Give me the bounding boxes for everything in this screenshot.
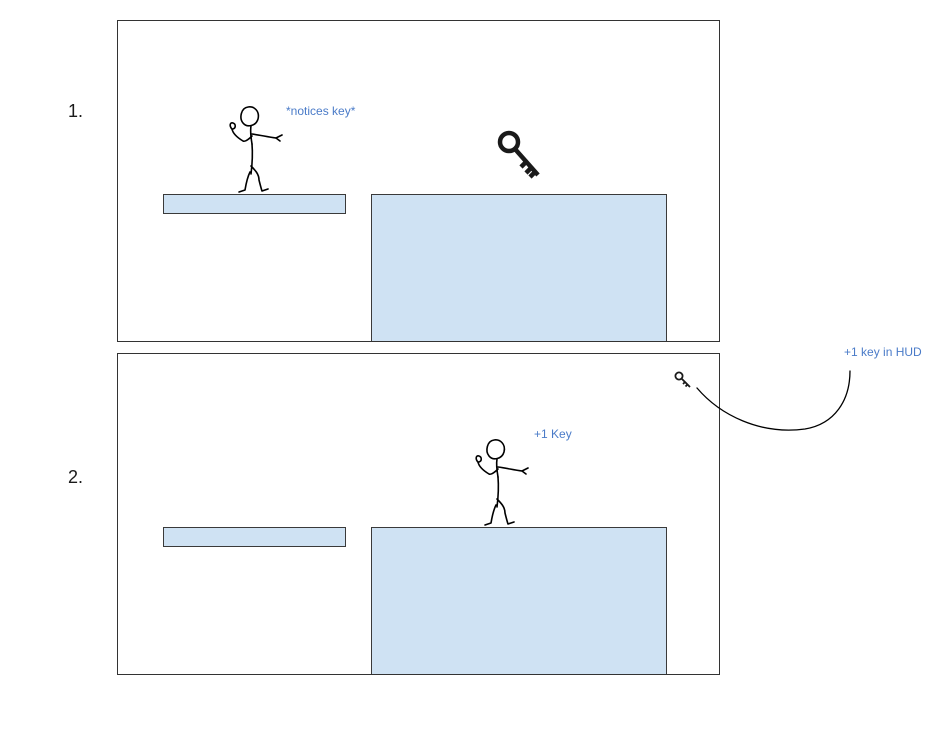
callout-arrow [696, 370, 851, 431]
hud-key-icon [674, 371, 692, 389]
step-label-1: 1. [68, 101, 84, 121]
frame-2-small-platform [163, 527, 346, 547]
step-label-2: 2. [68, 467, 84, 487]
hud-callout-label: +1 key in HUD [844, 345, 922, 359]
frame-2-annotation: +1 Key [534, 427, 572, 441]
frame-1-annotation: *notices key* [286, 104, 356, 118]
frame-2-panel: +1 Key [117, 353, 720, 675]
stick-figure-icon [221, 104, 291, 194]
key-icon [496, 130, 544, 182]
frame-1-large-platform [371, 194, 667, 341]
frame-1-panel: *notices key* [117, 20, 720, 342]
stick-figure-icon [467, 437, 537, 527]
frame-2-large-platform [371, 527, 667, 674]
frame-1-small-platform [163, 194, 346, 214]
